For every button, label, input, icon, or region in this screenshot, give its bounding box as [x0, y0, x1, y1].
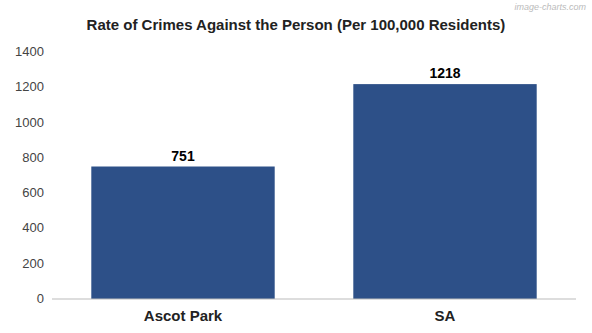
x-axis-line	[52, 299, 576, 300]
y-tick-label: 1400	[15, 44, 44, 59]
y-tick-label: 1000	[15, 115, 44, 130]
y-tick-label: 1200	[15, 79, 44, 94]
y-tick-label: 0	[37, 291, 44, 306]
bars	[91, 84, 536, 299]
watermark: image-charts.com	[514, 2, 586, 12]
data-label: 1218	[429, 65, 460, 81]
bar	[353, 84, 536, 299]
y-tick-label: 400	[22, 220, 44, 235]
title: Rate of Crimes Against the Person (Per 1…	[87, 16, 506, 33]
chart: Rate of Crimes Against the Person (Per 1…	[0, 0, 592, 333]
x-tick-label: Ascot Park	[144, 307, 223, 324]
y-tick-label: 800	[22, 150, 44, 165]
y-tick-label: 200	[22, 256, 44, 271]
bar	[91, 167, 274, 299]
data-label: 751	[171, 148, 195, 164]
y-tick-label: 600	[22, 185, 44, 200]
x-tick-label: SA	[435, 307, 456, 324]
y-axis: 0 200 400 600 800 1000 1200 1400	[15, 44, 44, 306]
